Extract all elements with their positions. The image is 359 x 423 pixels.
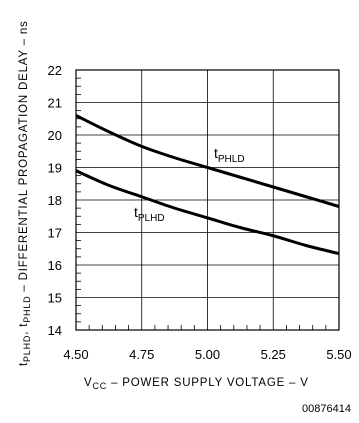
x-tick-label: 5.00: [195, 347, 220, 362]
y-axis-label: tPLHD, tPHLD – DIFFERENTIAL PROPAGATION …: [18, 20, 32, 366]
series-label-tplhd: tPLHD: [134, 204, 165, 224]
series-layer: [75, 114, 340, 256]
x-tick-label: 4.75: [129, 347, 154, 362]
grid: [76, 70, 339, 330]
y-tick-labels: 14 15 16 17 18 19 20 21 22: [48, 63, 62, 338]
y-tick-label: 21: [48, 96, 62, 111]
y-tick-label: 22: [48, 63, 62, 78]
x-tick-label: 4.50: [63, 347, 88, 362]
series-line-tphld: [75, 114, 340, 208]
x-tick-label: 5.50: [326, 347, 351, 362]
plot-frame: [75, 69, 340, 331]
minor-ticks: [76, 77, 327, 330]
y-tick-label: 15: [48, 291, 62, 306]
y-tick-label: 18: [48, 193, 62, 208]
y-tick-label: 20: [48, 128, 62, 143]
figure-id: 00876414: [302, 403, 351, 415]
x-tick-labels: 4.50 4.75 5.00 5.25 5.50: [63, 347, 351, 362]
series-line-tplhd: [75, 169, 340, 256]
y-tick-label: 16: [48, 258, 62, 273]
y-tick-label: 19: [48, 161, 62, 176]
x-tick-label: 5.25: [261, 347, 286, 362]
x-axis-label: VCC – POWER SUPPLY VOLTAGE – V: [84, 377, 309, 391]
y-tick-label: 17: [48, 226, 62, 241]
y-tick-label: 14: [48, 323, 62, 338]
series-label-tphld: tPHLD: [214, 145, 245, 165]
